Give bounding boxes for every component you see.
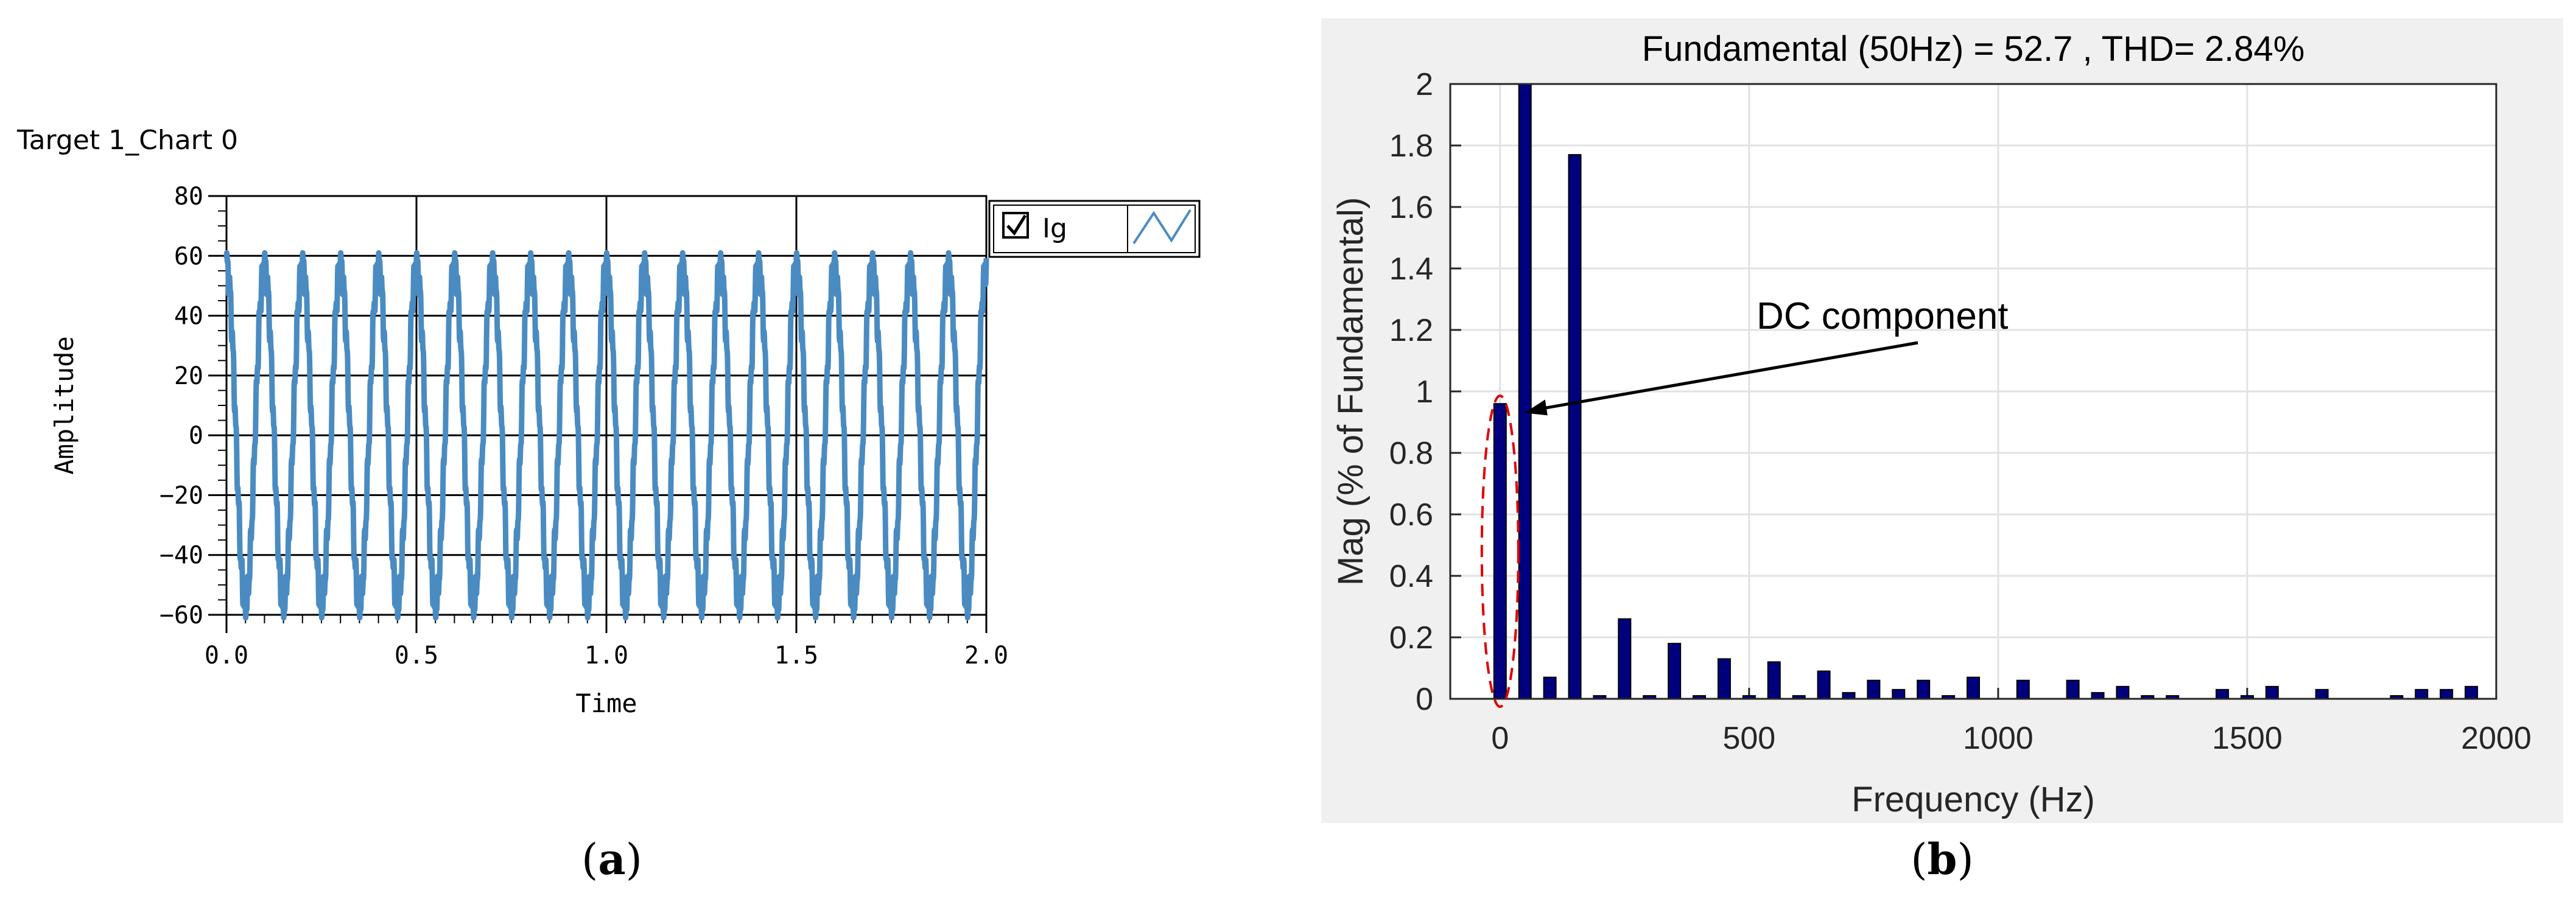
y-axis-label: Mag (% of Fundamental): [1331, 197, 1370, 586]
y-tick-label: 0.8: [1389, 436, 1433, 471]
bar: [1518, 83, 1532, 699]
bar: [1767, 661, 1781, 700]
bar: [2440, 688, 2454, 699]
bar: [2415, 688, 2429, 699]
bar: [1842, 692, 1856, 700]
checkmark-icon: [1006, 214, 1027, 236]
wave-icon: [1132, 209, 1191, 245]
bar: [2091, 692, 2105, 700]
y-tick-label: 2: [1416, 67, 1433, 102]
chart-b-title: Fundamental (50Hz) = 52.7 , THD= 2.84%: [1642, 29, 2305, 69]
y-tick-label: 60: [174, 242, 203, 270]
y-tick-label: 0: [1416, 682, 1433, 717]
y-tick-label: 0.2: [1389, 620, 1433, 656]
bar: [2265, 685, 2279, 700]
bar: [2216, 688, 2230, 699]
x-axis-label: Frequency (Hz): [1851, 780, 2095, 819]
bar: [2315, 688, 2329, 699]
time-domain-chart: Target 1_Chart 0 80 60 40 20 0 −20 −40 −600.0 0.5…: [16, 125, 1201, 718]
bar: [1493, 403, 1507, 699]
bar: [1892, 688, 1906, 699]
y-tick-label: 0: [189, 422, 203, 450]
panel-label-a: (a): [581, 834, 642, 884]
x-tick-label: 500: [1722, 721, 1775, 756]
series-line-ig: [223, 250, 989, 621]
fft-spectrum-chart: 0 500 1000 1500 2000 0 0.2 0.4 0.6 0.8 1 1.2 1.4 1.6 1…: [1321, 18, 2563, 823]
bar: [1568, 154, 1582, 699]
chart-a-title: Target 1_Chart 0: [16, 125, 238, 156]
bar: [2066, 679, 2080, 699]
legend-checkbox[interactable]: [1002, 212, 1029, 239]
bar: [1967, 676, 1980, 700]
x-tick-label: 2000: [2461, 721, 2532, 756]
axes-frame: [1449, 83, 2497, 700]
x-tick-label: 1.5: [774, 642, 818, 670]
x-tick-label: 0.5: [395, 642, 438, 670]
bar: [1867, 679, 1881, 699]
bar: [2016, 679, 2030, 699]
x-axis-label: Time: [575, 688, 637, 718]
x-tick-label: 0.0: [205, 642, 248, 670]
x-tick-label: 2.0: [964, 642, 1008, 670]
bar: [2116, 685, 2130, 700]
bar: [1618, 618, 1632, 700]
y-tick-label: 20: [174, 362, 203, 390]
x-tick-label: 1500: [2212, 721, 2283, 756]
y-tick-label: 1.4: [1389, 251, 1433, 287]
bar: [1817, 670, 1831, 700]
x-tick-label: 1.0: [584, 642, 628, 670]
legend-label-ig: Ig: [1042, 213, 1067, 244]
panel-label-b: (b): [1911, 834, 1974, 884]
bar: [1543, 676, 1557, 700]
y-axis-label: Amplitude: [49, 336, 79, 475]
bar: [1668, 643, 1682, 699]
bar: [2465, 685, 2479, 700]
y-tick-label: 1.6: [1389, 190, 1433, 225]
y-tick-label: 40: [174, 303, 203, 331]
y-tick-label: 1.2: [1389, 313, 1433, 348]
panel-b: 0 500 1000 1500 2000 0 0.2 0.4 0.6 0.8 1 1.2 1.4 1.6 1…: [1309, 0, 2576, 907]
y-tick-label: 80: [174, 183, 203, 211]
bar: [1717, 658, 1731, 699]
y-tick-label: −20: [160, 482, 203, 510]
bar: [1917, 679, 1931, 699]
dc-highlight-ellipse: [1480, 394, 1520, 709]
y-tick-label: −60: [160, 601, 203, 629]
panel-a: Target 1_Chart 0 80 60 40 20 0 −20 −40 −60 0.0 0.5…: [16, 125, 1201, 884]
legend-a: Ig: [988, 200, 1201, 258]
x-tick-label: 0: [1491, 721, 1509, 756]
x-tick-label: 1000: [1963, 721, 2034, 756]
annotation-label: DC component: [1757, 295, 2009, 337]
y-tick-label: 0.6: [1389, 497, 1433, 533]
y-tick-label: −40: [160, 542, 203, 570]
y-tick-label: 1: [1416, 374, 1433, 410]
y-tick-label: 0.4: [1389, 559, 1433, 594]
annotation-arrowhead: [1524, 399, 1548, 416]
annotation-arrow-line: [1537, 341, 1918, 411]
y-tick-label: 1.8: [1389, 128, 1433, 164]
